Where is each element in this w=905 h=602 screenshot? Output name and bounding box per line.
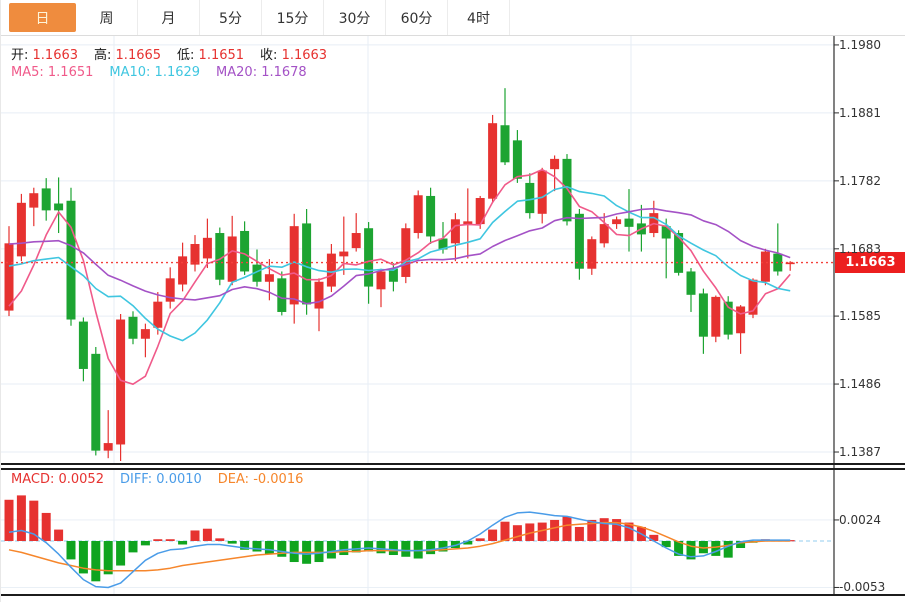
chart-bottom-border [1, 594, 905, 596]
current-price-badge: 1.1663 [835, 252, 905, 274]
price-axis-tick: 1.1881 [839, 105, 881, 120]
macd-legend: MACD: 0.0052 DIFF: 0.0010 DEA: -0.0016 [11, 472, 319, 487]
tab-周[interactable]: 周 [76, 0, 138, 35]
timeframe-tabs: 日周月 5分 15分 30分 60分 4时 [1, 0, 905, 36]
legend-item: MA5: 1.1651 [11, 65, 94, 80]
tab-60分[interactable]: 60分 [386, 0, 448, 35]
legend-item: MA10: 1.1629 [109, 65, 201, 80]
ohlc-legend: 开: 1.1663 高: 1.1665 低: 1.1651 收: 1.1663 [11, 44, 343, 63]
price-axis-tick: 1.1980 [839, 37, 881, 52]
legend-item: DIFF: 0.0010 [119, 472, 202, 487]
tab-15分[interactable]: 15分 [262, 0, 324, 35]
tab-月[interactable]: 月 [138, 0, 200, 35]
tab-30分[interactable]: 30分 [324, 0, 386, 35]
price-axis-tick: 1.1782 [839, 173, 881, 188]
price-axis-tick: 1.1683 [839, 241, 881, 256]
legend-item: 开: 1.1663 [11, 48, 79, 63]
ma-legend: MA5: 1.1651 MA10: 1.1629 MA20: 1.1678 [11, 65, 323, 80]
price-axis-tick: 1.1486 [839, 377, 881, 392]
legend-item: 低: 1.1651 [177, 48, 245, 63]
macd-axis-tick: -0.0053 [839, 580, 886, 595]
price-axis-tick: 1.1585 [839, 309, 881, 324]
price-axis-tick: 1.1387 [839, 445, 881, 460]
price-chart-canvas[interactable] [1, 0, 905, 465]
panel-divider-bottom [1, 468, 905, 470]
tab-日[interactable]: 日 [9, 3, 76, 32]
legend-item: 高: 1.1665 [94, 48, 162, 63]
legend-item: 收: 1.1663 [260, 48, 328, 63]
panel-divider-top [1, 463, 905, 465]
legend-item: MACD: 0.0052 [11, 472, 104, 487]
macd-axis-tick: 0.0024 [839, 512, 881, 527]
tab-4时[interactable]: 4时 [448, 0, 510, 35]
macd-chart-canvas[interactable] [1, 465, 905, 602]
legend-item: MA20: 1.1678 [216, 65, 307, 80]
tab-5分[interactable]: 5分 [200, 0, 262, 35]
legend-item: DEA: -0.0016 [217, 472, 304, 487]
